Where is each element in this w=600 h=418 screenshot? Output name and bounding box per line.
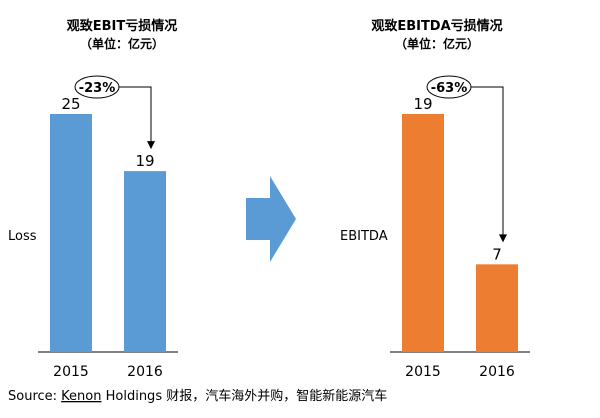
ebit-bar-2016 (124, 171, 166, 352)
ebit-series-label: Loss (8, 229, 37, 244)
ebit-chart-title: 观致EBIT亏损情况 (67, 18, 178, 34)
ebitda-value-label-2016: 7 (492, 245, 502, 263)
transition-arrow-icon (246, 176, 296, 262)
ebitda-series-label: EBITDA (340, 229, 388, 244)
ebitda-change-arrowhead (499, 234, 507, 243)
ebitda-change-label: -63% (431, 81, 468, 96)
ebit-change-label: -23% (79, 81, 116, 96)
ebit-value-label-2015: 25 (61, 95, 80, 113)
ebitda-change-bubble (426, 75, 472, 99)
ebit-value-label-2016: 19 (135, 152, 154, 170)
ebitda-x-tick-2015: 2015 (405, 364, 441, 380)
source-prefix: Source: (8, 389, 61, 404)
ebitda-change-connector (471, 86, 504, 236)
ebit-change-arrowhead (147, 141, 155, 150)
ebit-x-tick-2016: 2016 (127, 364, 163, 380)
ebit-chart: 观致EBIT亏损情况 （单位：亿元） 25 19 2015 2016 Loss … (8, 18, 178, 380)
ebit-change-connector (119, 86, 152, 143)
source-kenon: Kenon (61, 389, 101, 404)
ebit-x-tick-2015: 2015 (53, 364, 89, 380)
ebitda-bar-2015 (402, 114, 444, 352)
ebitda-bar-2016 (476, 264, 518, 352)
ebitda-chart-subtitle: （单位：亿元） (395, 36, 479, 51)
ebitda-chart: 观致EBITDA亏损情况 （单位：亿元） 19 7 2015 2016 EBIT… (340, 18, 530, 380)
ebit-chart-subtitle: （单位：亿元） (80, 36, 164, 51)
source-note: Source: Kenon Holdings 财报，汽车海外并购，智能新能源汽车 (8, 388, 387, 404)
ebitda-chart-title: 观致EBITDA亏损情况 (371, 18, 502, 34)
ebit-change-bubble (74, 75, 120, 99)
source-rest: Holdings 财报，汽车海外并购，智能新能源汽车 (101, 388, 387, 404)
ebitda-value-label-2015: 19 (413, 95, 432, 113)
ebit-bar-2015 (50, 114, 92, 352)
ebitda-x-tick-2016: 2016 (479, 364, 515, 380)
